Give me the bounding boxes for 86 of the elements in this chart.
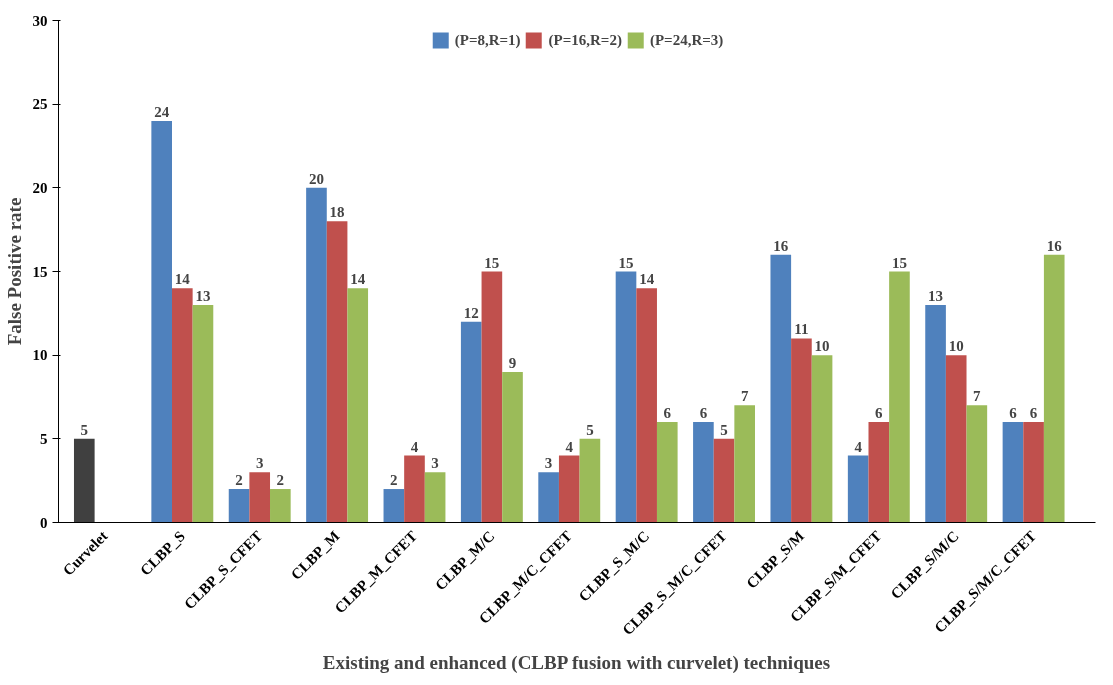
data-label: 2 [390, 472, 398, 489]
data-label: 2 [276, 472, 285, 489]
y-axis-title: False Positive rate [3, 197, 25, 346]
data-label: 15 [484, 254, 500, 271]
data-label: 6 [875, 405, 884, 422]
bar [579, 438, 601, 523]
bar [172, 288, 193, 523]
bar [889, 271, 910, 523]
bar [615, 271, 637, 523]
bar [636, 288, 657, 523]
bar [306, 187, 327, 523]
data-label: 16 [1046, 237, 1063, 254]
data-label: 14 [350, 271, 366, 288]
data-label: 13 [195, 287, 211, 304]
bar [326, 221, 348, 523]
data-label: 4 [565, 438, 574, 455]
bar [791, 338, 812, 523]
legend-label: (P=24,R=3) [649, 31, 724, 49]
y-tick-label: 0 [40, 514, 48, 531]
data-label: 16 [773, 237, 789, 254]
bar [713, 438, 735, 523]
data-label: 6 [699, 405, 708, 422]
bar [847, 455, 869, 523]
data-label: 7 [973, 388, 982, 405]
data-label: 13 [928, 287, 944, 304]
data-label: 10 [948, 338, 964, 355]
data-label: 6 [1029, 405, 1038, 422]
data-label: 6 [1009, 405, 1018, 422]
bar [734, 405, 755, 523]
y-tick-label: 10 [32, 347, 48, 364]
bar [404, 455, 425, 523]
data-label: 15 [618, 254, 634, 271]
bar [868, 422, 890, 523]
bar [656, 422, 678, 523]
bar [945, 355, 967, 523]
bar [811, 355, 833, 523]
bar [502, 371, 523, 523]
data-label: 4 [410, 438, 419, 455]
data-label: 9 [508, 354, 517, 371]
data-label: 11 [794, 321, 809, 338]
data-label: 20 [308, 170, 324, 187]
data-label: 18 [329, 204, 345, 221]
bar [1023, 422, 1044, 523]
bar [1043, 254, 1065, 523]
bar [347, 288, 369, 523]
data-label: 14 [174, 271, 191, 288]
bar [192, 304, 214, 523]
data-label: 10 [814, 338, 830, 355]
bar [383, 489, 405, 523]
bar [424, 472, 446, 523]
data-label: 5 [80, 421, 89, 438]
legend-label: (P=16,R=2) [548, 31, 622, 49]
y-tick-label: 30 [32, 12, 48, 29]
data-label: 5 [720, 421, 728, 438]
legend-label: (P=8,R=1) [454, 31, 521, 49]
bar [460, 321, 482, 523]
y-tick-label: 5 [40, 430, 48, 447]
y-tick-label: 15 [32, 263, 48, 280]
bar [538, 472, 559, 523]
data-label: 12 [463, 304, 479, 321]
bar [925, 304, 946, 523]
bar [481, 271, 503, 523]
bar [270, 489, 291, 523]
bar [693, 422, 714, 523]
data-label: 24 [154, 103, 170, 120]
data-label: 5 [586, 421, 594, 438]
data-label: 6 [663, 405, 672, 422]
bar [558, 455, 580, 523]
bar [151, 120, 172, 523]
data-label: 15 [891, 254, 907, 271]
y-tick-label: 25 [32, 96, 48, 113]
data-label: 4 [854, 438, 863, 455]
data-label: 3 [431, 455, 439, 472]
data-label: 14 [639, 271, 655, 288]
data-label: 2 [235, 472, 243, 489]
data-label: 3 [544, 455, 553, 472]
bar [966, 405, 988, 523]
data-label: 3 [255, 455, 264, 472]
bar [73, 438, 95, 523]
bar [1002, 422, 1024, 523]
y-tick-label: 20 [32, 179, 48, 196]
x-axis-title: Existing and enhanced (CLBP fusion with curvelet) techniques [322, 651, 831, 674]
bar [770, 254, 792, 523]
data-label: 7 [740, 388, 749, 405]
bar [228, 489, 250, 523]
bar [249, 472, 271, 523]
